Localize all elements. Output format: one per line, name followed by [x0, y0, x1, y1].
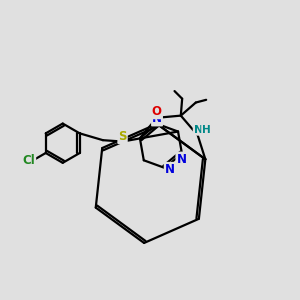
- Text: S: S: [118, 130, 127, 143]
- Text: H: H: [202, 125, 211, 135]
- Text: N: N: [194, 125, 203, 135]
- Text: N: N: [176, 152, 186, 166]
- Text: Cl: Cl: [22, 154, 35, 167]
- Text: N: N: [165, 163, 175, 176]
- Text: O: O: [151, 105, 161, 118]
- Text: N: N: [152, 112, 162, 125]
